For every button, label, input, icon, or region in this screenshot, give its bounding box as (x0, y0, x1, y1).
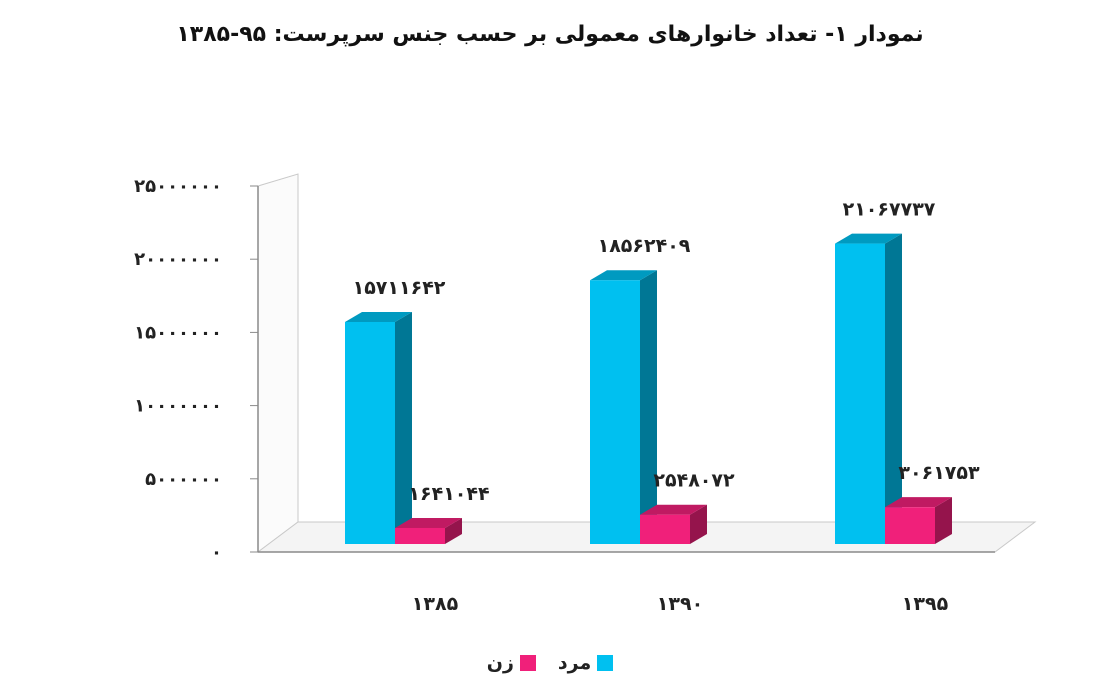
data-label: ۳۰۶۱۷۵۳ (898, 462, 980, 484)
bar-chart: ۰ ۵۰۰۰۰۰۰ ۱۰۰۰۰۰۰۰ ۱۵۰۰۰۰۰۰ ۲۰۰۰۰۰۰۰ ۲۵۰۰۰۰۰۰… (134, 173, 1037, 615)
y-tick-label: ۲۰۰۰۰۰۰۰ (134, 249, 222, 270)
bar (640, 514, 690, 544)
bar-side (445, 517, 462, 544)
bar-top (640, 504, 707, 515)
y-tick-label: ۱۰۰۰۰۰۰۰ (134, 396, 222, 417)
legend-label-male: مرد (557, 652, 592, 674)
y-tick-label: ۰ (211, 542, 222, 563)
bar (835, 243, 885, 544)
y-tick-label: ۲۵۰۰۰۰۰۰ (134, 176, 222, 197)
data-label: ۱۶۴۱۰۴۴ (408, 483, 489, 505)
bar-top (590, 270, 657, 281)
bar (590, 280, 640, 544)
legend-item-female: زن (487, 652, 536, 674)
bar (395, 527, 445, 544)
bar (345, 321, 395, 544)
legend-swatch-male (597, 655, 614, 671)
legend-item-male: مرد (557, 652, 614, 674)
data-label: ۱۸۵۶۲۴۰۹ (598, 235, 691, 257)
data-label: ۱۵۷۱۱۶۴۲ (353, 277, 446, 299)
y-tick-label: ۱۵۰۰۰۰۰۰ (134, 322, 222, 343)
x-tick-label: ۱۳۸۵ (412, 593, 459, 615)
y-tick-label: ۵۰۰۰۰۰۰ (145, 469, 222, 490)
bar-side (935, 497, 952, 544)
bar-side (690, 504, 707, 544)
bar-side (640, 270, 657, 544)
bar-top (885, 497, 952, 508)
legend: مرد زن (0, 652, 1100, 674)
bar-side (885, 233, 902, 544)
data-label: ۲۱۰۶۷۷۳۷ (843, 199, 936, 221)
bar (885, 507, 935, 544)
chart-title: نمودار ۱- تعداد خانوارهای معمولی بر حسب … (176, 22, 924, 47)
x-tick-label: ۱۳۹۰ (657, 593, 703, 615)
bar-top (395, 517, 462, 528)
x-tick-label: ۱۳۹۵ (902, 593, 949, 615)
data-label: ۲۵۴۸۰۷۲ (653, 470, 735, 492)
bar-side (395, 311, 412, 544)
legend-label-female: زن (486, 652, 514, 674)
side-wall (257, 173, 299, 553)
bar-top (345, 311, 412, 322)
bar-top (835, 233, 902, 244)
legend-swatch-female (519, 655, 536, 671)
